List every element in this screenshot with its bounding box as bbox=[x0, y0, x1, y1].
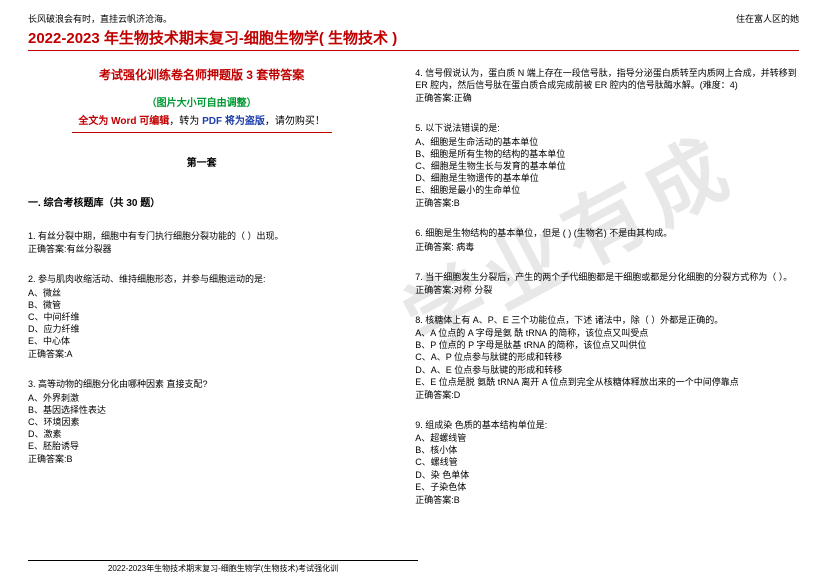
q9-opt-c: C、螺线管 bbox=[415, 456, 799, 468]
question-6: 6. 细胞是生物结构的基本单位，但是 ( ) (生物名) 不是由其构成。 正确答… bbox=[415, 227, 799, 252]
q8-opt-b: B、P 位点的 P 字母是肽基 tRNA 的简称，该位点又叫供位 bbox=[415, 339, 799, 351]
q9-opt-d: D、染 色单体 bbox=[415, 469, 799, 481]
q9-text: 9. 组成染 色质的基本结构单位是: bbox=[415, 419, 799, 431]
format-warning-a: 全文为 Word 可编辑 bbox=[78, 116, 169, 127]
q8-opt-d: D、A、E 位点参与肽键的形成和转移 bbox=[415, 364, 799, 376]
q4-answer: 正确答案:正确 bbox=[415, 92, 799, 104]
header-left-text: 长风破浪会有时，直挂云帆济沧海。 bbox=[28, 12, 172, 25]
two-column-layout: 考试强化训练卷名师押题版 3 套带答案 （图片大小可自由调整） 全文为 Word… bbox=[28, 57, 799, 524]
q5-answer: 正确答案:B bbox=[415, 197, 799, 209]
q2-answer: 正确答案:A bbox=[28, 348, 375, 360]
left-column: 考试强化训练卷名师押题版 3 套带答案 （图片大小可自由调整） 全文为 Word… bbox=[28, 57, 375, 524]
q2-text: 2. 参与肌肉收缩活动、维持细胞形态，并参与细胞运动的是: bbox=[28, 273, 375, 285]
q3-opt-d: D、激素 bbox=[28, 428, 375, 440]
q8-text: 8. 核糖体上有 A、P、E 三个功能位点，下述 诸法中，除（ ）外都是正确的。 bbox=[415, 314, 799, 326]
question-8: 8. 核糖体上有 A、P、E 三个功能位点，下述 诸法中，除（ ）外都是正确的。… bbox=[415, 314, 799, 401]
q7-text: 7. 当干细胞发生分裂后，产生的两个子代细胞都是干细胞或都是分化细胞的分裂方式称… bbox=[415, 271, 799, 283]
q3-opt-a: A、外界刺激 bbox=[28, 392, 375, 404]
q5-opt-d: D、细胞是生物遗传的基本单位 bbox=[415, 172, 799, 184]
q4-text: 4. 信号假说认为，蛋白质 N 端上存在一段信号肽，指导分泌蛋白质转至内质网上合… bbox=[415, 67, 799, 91]
q2-opt-e: E、中心体 bbox=[28, 335, 375, 347]
q8-answer: 正确答案:D bbox=[415, 389, 799, 401]
q5-opt-a: A、细胞是生命活动的基本单位 bbox=[415, 136, 799, 148]
set-label: 第一套 bbox=[28, 157, 375, 171]
q3-opt-c: C、环境因素 bbox=[28, 416, 375, 428]
question-7: 7. 当干细胞发生分裂后，产生的两个子代细胞都是干细胞或都是分化细胞的分裂方式称… bbox=[415, 271, 799, 296]
exam-subtitle: 考试强化训练卷名师押题版 3 套带答案 bbox=[28, 67, 375, 83]
q6-answer: 正确答案: 病毒 bbox=[415, 241, 799, 253]
q2-opt-c: C、中间纤维 bbox=[28, 311, 375, 323]
q3-text: 3. 高等动物的细胞分化由哪种因素 直接支配? bbox=[28, 378, 375, 390]
q9-opt-b: B、核小体 bbox=[415, 444, 799, 456]
format-warning-d: ，请勿购买！ bbox=[265, 116, 325, 127]
question-2: 2. 参与肌肉收缩活动、维持细胞形态，并参与细胞运动的是: A、微丝 B、微管 … bbox=[28, 273, 375, 360]
question-1: 1. 有丝分裂中期，细胞中有专门执行细胞分裂功能的（ ）出现。 正确答案:有丝分… bbox=[28, 230, 375, 255]
q9-answer: 正确答案:B bbox=[415, 494, 799, 506]
q8-opt-e: E、E 位点是脱 氨酰 tRNA 离开 A 位点到完全从核糖体释放出来的一个中间… bbox=[415, 376, 799, 388]
red-underline bbox=[72, 132, 332, 133]
q5-text: 5. 以下说法错误的是: bbox=[415, 122, 799, 134]
format-warning-c: PDF 将为盗版 bbox=[199, 116, 265, 127]
header-row: 长风破浪会有时，直挂云帆济沧海。 住在富人区的她 bbox=[28, 12, 799, 25]
main-title: 2022-2023 年生物技术期末复习-细胞生物学( 生物技术 ) bbox=[28, 27, 799, 51]
header-right-text: 住在富人区的她 bbox=[736, 12, 799, 25]
q9-opt-a: A、超螺线管 bbox=[415, 432, 799, 444]
q5-opt-b: B、细胞是所有生物的结构的基本单位 bbox=[415, 148, 799, 160]
q8-opt-c: C、A、P 位点参与肽键的形成和转移 bbox=[415, 351, 799, 363]
question-4: 4. 信号假说认为，蛋白质 N 端上存在一段信号肽，指导分泌蛋白质转至内质网上合… bbox=[415, 67, 799, 104]
footer-text: 2022-2023年生物技术期末复习-细胞生物学(生物技术)考试强化训 bbox=[28, 560, 418, 574]
q5-opt-e: E、细胞是最小的生命单位 bbox=[415, 184, 799, 196]
q1-answer: 正确答案:有丝分裂器 bbox=[28, 243, 375, 255]
question-3: 3. 高等动物的细胞分化由哪种因素 直接支配? A、外界刺激 B、基因选择性表达… bbox=[28, 378, 375, 465]
q7-answer: 正确答案:对称 分裂 bbox=[415, 284, 799, 296]
q8-opt-a: A、A 位点的 A 字母是氨 酰 tRNA 的简称，该位点又叫受点 bbox=[415, 327, 799, 339]
q5-opt-c: C、细胞是生物生长与发育的基本单位 bbox=[415, 160, 799, 172]
q3-opt-e: E、胚胎诱导 bbox=[28, 440, 375, 452]
q1-text: 1. 有丝分裂中期，细胞中有专门执行细胞分裂功能的（ ）出现。 bbox=[28, 230, 375, 242]
q3-opt-b: B、基因选择性表达 bbox=[28, 404, 375, 416]
q6-text: 6. 细胞是生物结构的基本单位，但是 ( ) (生物名) 不是由其构成。 bbox=[415, 227, 799, 239]
question-5: 5. 以下说法错误的是: A、细胞是生命活动的基本单位 B、细胞是所有生物的结构… bbox=[415, 122, 799, 209]
section-header: 一. 综合考核题库（共 30 题） bbox=[28, 197, 375, 211]
format-warning-b: ，转为 bbox=[169, 116, 199, 127]
q2-opt-b: B、微管 bbox=[28, 299, 375, 311]
question-9: 9. 组成染 色质的基本结构单位是: A、超螺线管 B、核小体 C、螺线管 D、… bbox=[415, 419, 799, 506]
q9-opt-e: E、子染色体 bbox=[415, 481, 799, 493]
format-warning-line: 全文为 Word 可编辑，转为 PDF 将为盗版，请勿购买！ bbox=[28, 115, 375, 129]
q2-opt-a: A、微丝 bbox=[28, 287, 375, 299]
q3-answer: 正确答案:B bbox=[28, 453, 375, 465]
page-root: 学业有成 长风破浪会有时，直挂云帆济沧海。 住在富人区的她 2022-2023 … bbox=[0, 0, 827, 584]
q2-opt-d: D、应力纤维 bbox=[28, 323, 375, 335]
right-column: 4. 信号假说认为，蛋白质 N 端上存在一段信号肽，指导分泌蛋白质转至内质网上合… bbox=[415, 57, 799, 524]
image-resize-note: （图片大小可自由调整） bbox=[28, 97, 375, 111]
